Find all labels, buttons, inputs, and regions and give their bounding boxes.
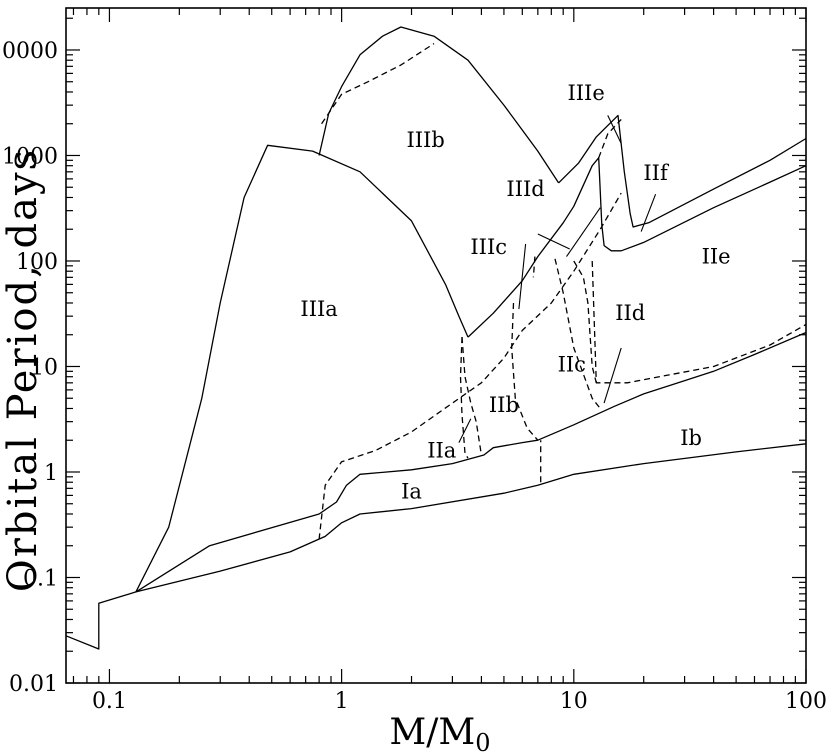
pointer-line — [566, 207, 601, 257]
pointer-line — [640, 193, 657, 232]
solid-curve — [558, 114, 807, 228]
dashed-curve — [459, 337, 469, 459]
dashed-curve — [598, 118, 622, 159]
x-axis-title-main: M/M — [389, 712, 475, 753]
x-axis-title-subscript: 0 — [475, 729, 490, 754]
y-tick-label: 1 — [44, 461, 58, 486]
region-label: IId — [615, 301, 645, 325]
x-tick-label: 1 — [335, 689, 349, 714]
region-label: IIIc — [470, 235, 507, 259]
region-label: IIf — [643, 161, 670, 185]
curves — [65, 26, 807, 650]
dashed-curve — [554, 258, 601, 409]
x-axis-title: M/M0 — [389, 712, 490, 754]
pointer-line — [458, 418, 472, 443]
solid-curve — [65, 443, 807, 650]
y-tick-label: 0.1 — [23, 566, 58, 591]
x-tick-label: 10 — [560, 689, 588, 714]
region-labels: IIIa IIIb IIIe IIId IIIc IIf IIe IId IIc IIb IIa Ib… — [300, 81, 730, 504]
region-label: IIIa — [300, 297, 337, 321]
axis-ticks — [66, 8, 807, 684]
dashed-curve — [591, 260, 807, 384]
pointer-line — [537, 233, 570, 250]
solid-curve — [467, 157, 807, 338]
dashed-curve — [321, 43, 435, 125]
dashed-curve — [461, 337, 483, 456]
region-label: IIe — [702, 245, 731, 269]
y-axis-title: Orbital Period, days — [0, 148, 46, 592]
x-tick-label: 0.1 — [92, 689, 127, 714]
dashed-curve — [573, 260, 597, 383]
solid-curve — [135, 144, 469, 593]
solid-curve — [318, 26, 560, 184]
region-label: IIb — [489, 393, 519, 417]
region-label: IIa — [427, 438, 456, 462]
pointer-line — [607, 115, 622, 144]
region-label: IIIe — [567, 81, 604, 105]
y-tick-label: 1000 — [2, 144, 58, 169]
plot-frame — [65, 7, 807, 684]
region-label: IIc — [558, 352, 586, 376]
region-label: Ib — [680, 426, 702, 450]
y-tick-label: 0.01 — [9, 672, 58, 697]
dashed-curve — [511, 302, 539, 441]
pointer-line — [603, 347, 622, 404]
dashed-curve — [318, 192, 622, 540]
x-tick-label: 100 — [785, 689, 827, 714]
region-label: IIId — [506, 177, 544, 201]
pointer-line — [518, 243, 527, 310]
y-tick-label: 10 — [30, 355, 58, 380]
label-pointers — [458, 115, 657, 443]
region-label: Ia — [401, 480, 422, 504]
dashed-curve — [532, 256, 536, 278]
region-label: IIIb — [406, 128, 444, 152]
y-tick-label: 100 — [16, 250, 58, 275]
solid-curve — [135, 331, 807, 593]
